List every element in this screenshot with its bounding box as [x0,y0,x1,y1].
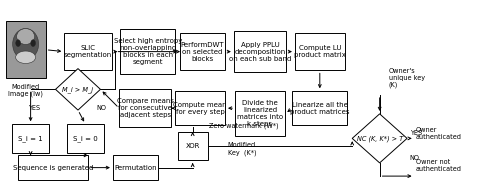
FancyBboxPatch shape [67,124,104,153]
Text: Sequence is generated: Sequence is generated [13,165,93,171]
Text: YES: YES [28,105,40,111]
FancyBboxPatch shape [6,21,46,78]
FancyBboxPatch shape [120,29,175,74]
Ellipse shape [16,40,20,47]
Text: NC (K, K*) > T: NC (K, K*) > T [356,135,403,142]
Text: Linearize all the
product matrices: Linearize all the product matrices [290,102,350,115]
Text: S_i = 0: S_i = 0 [73,135,98,142]
Text: Modified
Image (Iw): Modified Image (Iw) [8,84,43,97]
Text: Modified
Key  (K*): Modified Key (K*) [228,142,256,155]
Text: Zero watermark (W*): Zero watermark (W*) [209,123,278,129]
Text: NO: NO [96,105,106,111]
FancyBboxPatch shape [178,132,208,160]
Text: Select high entropy
non-overlapping
blocks in each
segment: Select high entropy non-overlapping bloc… [114,38,182,65]
Text: YES: YES [410,130,422,136]
FancyBboxPatch shape [175,91,225,125]
FancyBboxPatch shape [180,33,225,70]
Text: NO: NO [410,155,420,161]
Text: Compute mean
for every step: Compute mean for every step [174,102,227,115]
Text: Permutation: Permutation [114,165,156,171]
Text: Owner
authenticated: Owner authenticated [416,127,462,140]
Text: Compare means
for consecutive
adjacent steps: Compare means for consecutive adjacent s… [117,98,174,118]
Text: SLIC
segmentation: SLIC segmentation [64,45,112,58]
Text: Divide the
linearized
matrices into
k steps: Divide the linearized matrices into k st… [237,100,283,127]
FancyBboxPatch shape [234,31,286,72]
Ellipse shape [30,40,36,47]
FancyBboxPatch shape [12,124,50,153]
Text: Owner's
unique key
(K): Owner's unique key (K) [388,68,424,88]
Text: PerformDWT
on selected
blocks: PerformDWT on selected blocks [181,42,224,62]
Ellipse shape [16,51,36,63]
Ellipse shape [12,28,38,60]
Polygon shape [56,69,100,110]
FancyBboxPatch shape [119,89,172,127]
Text: Compute LU
product matrix: Compute LU product matrix [294,45,346,58]
FancyBboxPatch shape [64,33,112,70]
FancyBboxPatch shape [113,155,158,180]
Polygon shape [352,114,407,163]
FancyBboxPatch shape [295,33,344,70]
Text: XOR: XOR [186,143,200,149]
FancyBboxPatch shape [292,91,347,125]
Text: Apply PPLU
decomposition
on each sub band: Apply PPLU decomposition on each sub ban… [229,42,291,62]
Text: Owner not
authenticated: Owner not authenticated [416,159,462,172]
Ellipse shape [16,29,34,44]
FancyBboxPatch shape [235,91,285,136]
Text: M_i > M_j: M_i > M_j [62,86,94,93]
Text: S_i = 1: S_i = 1 [18,135,43,142]
FancyBboxPatch shape [18,155,88,180]
